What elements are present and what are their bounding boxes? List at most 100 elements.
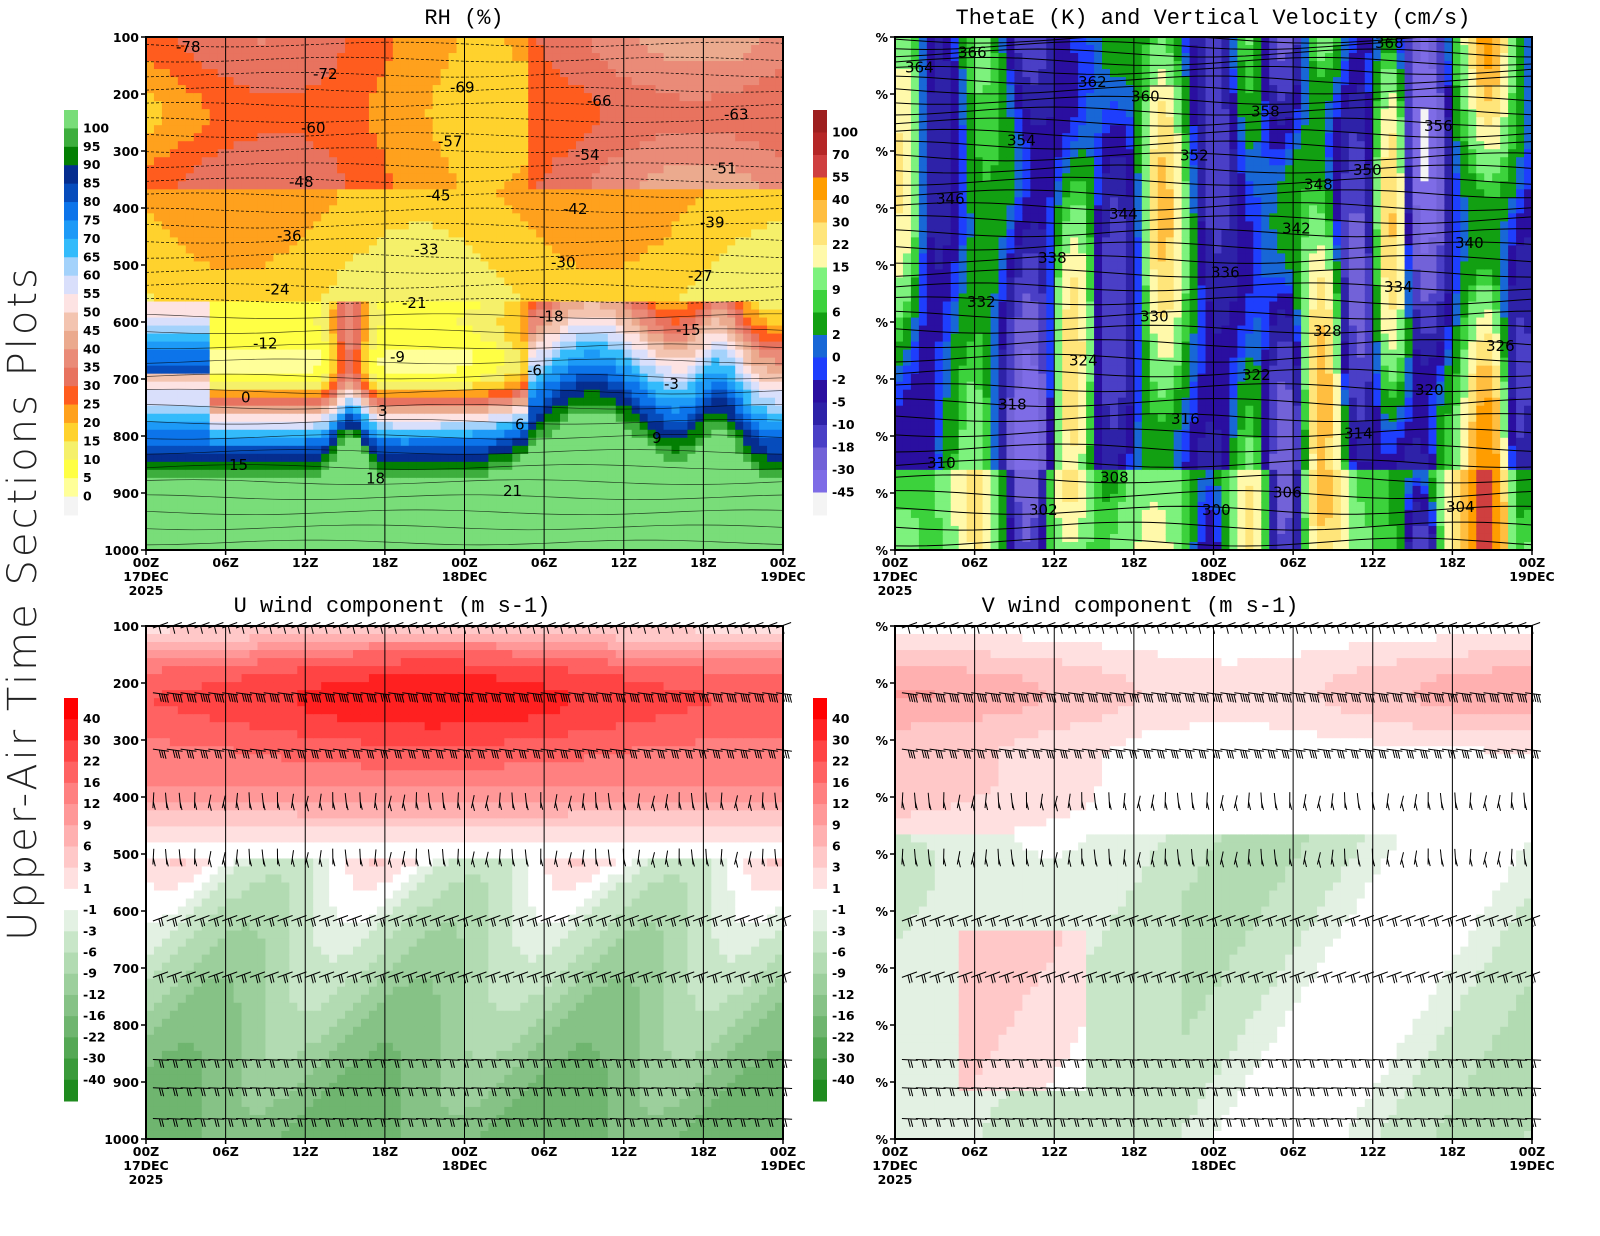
field-cell	[544, 69, 553, 78]
field-cell	[265, 277, 274, 287]
field-cell	[583, 525, 593, 535]
field-cell	[655, 501, 665, 511]
field-cell	[751, 149, 760, 158]
field-cell	[193, 61, 203, 70]
field-cell	[153, 157, 163, 166]
field-cell	[743, 477, 752, 487]
field-cell	[297, 69, 306, 78]
field-cell	[528, 389, 537, 399]
field-cell	[416, 149, 426, 158]
field-cell	[711, 525, 720, 535]
field-cell	[392, 229, 402, 238]
field-cell	[392, 53, 402, 62]
field-cell	[599, 277, 609, 287]
field-cell	[201, 45, 211, 54]
field-cell	[241, 293, 251, 303]
field-cell	[353, 213, 362, 222]
field-cell	[575, 389, 585, 399]
field-cell	[743, 533, 752, 543]
field-cell	[305, 325, 314, 335]
field-cell	[424, 493, 434, 503]
field-cell	[759, 493, 768, 503]
field-cell	[552, 349, 561, 359]
field-cell	[480, 533, 489, 543]
field-cell	[400, 133, 410, 142]
field-cell	[480, 437, 489, 447]
field-cell	[663, 349, 673, 359]
field-cell	[480, 317, 489, 327]
field-cell	[313, 309, 322, 319]
field-cell	[496, 157, 505, 166]
field-cell	[400, 269, 410, 279]
field-cell	[153, 117, 163, 126]
field-cell	[376, 85, 386, 94]
field-cell	[424, 133, 434, 142]
field-cell	[440, 341, 450, 351]
field-cell	[743, 301, 752, 311]
field-cell	[185, 45, 195, 54]
field-cell	[615, 157, 625, 166]
field-cell	[161, 261, 171, 271]
field-cell	[560, 373, 569, 383]
field-cell	[305, 485, 314, 495]
field-cell	[456, 341, 466, 351]
field-cell	[329, 517, 338, 527]
field-cell	[743, 261, 752, 271]
field-cell	[273, 117, 282, 126]
field-cell	[480, 77, 489, 86]
field-cell	[679, 333, 689, 343]
field-cell	[711, 365, 720, 375]
field-cell	[488, 341, 497, 351]
field-cell	[591, 125, 601, 134]
field-cell	[671, 341, 681, 351]
field-cell	[759, 445, 768, 455]
field-cell	[161, 317, 171, 327]
field-cell	[735, 125, 744, 134]
field-cell	[424, 541, 434, 551]
field-cell	[321, 117, 330, 126]
field-cell	[655, 437, 665, 447]
field-cell	[695, 53, 704, 62]
field-cell	[217, 213, 227, 222]
field-cell	[392, 541, 402, 551]
field-cell	[360, 221, 370, 230]
field-cell	[368, 325, 378, 335]
field-cell	[432, 517, 442, 527]
field-cell	[512, 69, 521, 78]
field-cell	[655, 125, 665, 134]
field-cell	[687, 277, 697, 287]
field-cell	[695, 85, 704, 94]
field-cell	[679, 205, 689, 214]
field-cell	[400, 429, 410, 439]
field-cell	[735, 397, 744, 407]
field-cell	[225, 493, 235, 503]
field-cell	[679, 61, 689, 70]
field-cell	[727, 189, 736, 198]
field-cell	[384, 397, 394, 407]
field-cell	[488, 533, 497, 543]
field-cell	[209, 101, 219, 110]
field-cell	[257, 357, 267, 367]
field-cell	[392, 389, 402, 399]
field-cell	[281, 53, 290, 62]
field-cell	[735, 365, 744, 375]
field-cell	[528, 429, 537, 439]
field-cell	[623, 493, 633, 503]
field-cell	[647, 61, 657, 70]
field-cell	[472, 221, 482, 230]
field-cell	[289, 397, 298, 407]
field-cell	[161, 269, 171, 279]
field-cell	[536, 197, 545, 206]
field-cell	[735, 285, 744, 295]
field-cell	[480, 237, 489, 247]
field-cell	[193, 189, 203, 198]
field-cell	[217, 261, 227, 271]
field-cell	[161, 405, 171, 415]
field-cell	[751, 173, 760, 182]
field-cell	[687, 77, 697, 86]
field-cell	[687, 149, 697, 158]
field-cell	[177, 493, 187, 503]
field-cell	[583, 421, 593, 431]
field-cell	[655, 349, 665, 359]
field-cell	[631, 125, 641, 134]
